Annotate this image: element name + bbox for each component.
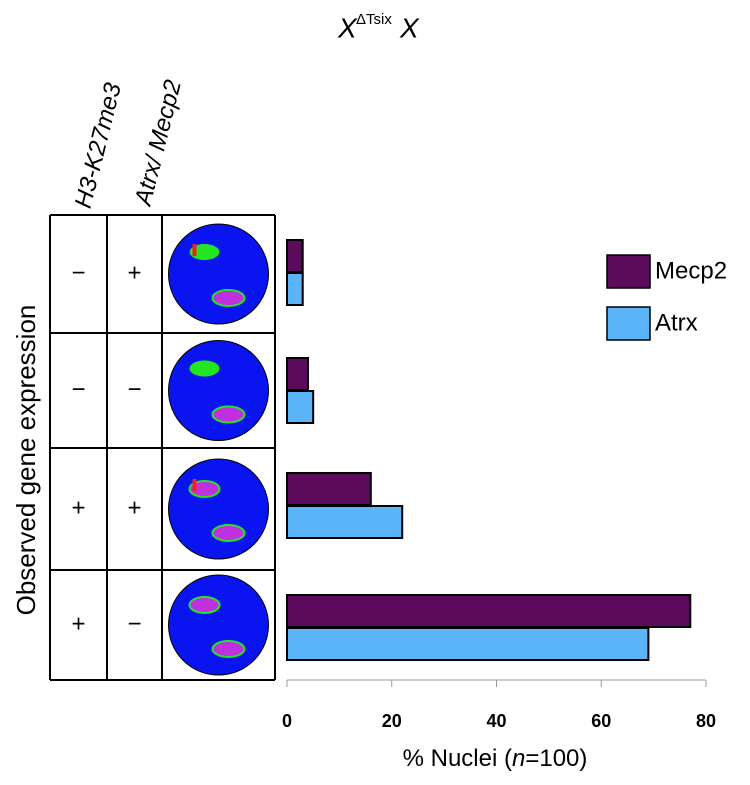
table-cell: − — [127, 610, 141, 637]
table-cell: − — [71, 259, 85, 286]
table-cell: + — [71, 494, 85, 521]
legend-label: Mecp2 — [655, 257, 727, 284]
title-superscript: ΔTsix — [356, 11, 392, 28]
nucleus — [168, 574, 269, 676]
bar — [286, 357, 309, 391]
bar — [286, 239, 304, 273]
row-label: Observed gene expression — [11, 305, 41, 616]
legend-swatch — [606, 254, 651, 289]
column-header: Atrx/ Mecp2 — [129, 77, 187, 210]
column-header: H3-K27me3 — [70, 80, 127, 211]
bar — [286, 472, 372, 506]
x-territory — [188, 480, 221, 498]
x-territory — [188, 596, 221, 614]
legend-swatch — [606, 306, 651, 341]
nucleus — [168, 340, 269, 441]
x-territory — [211, 640, 246, 658]
table-cell: + — [127, 259, 141, 286]
x-tick-label: 60 — [591, 711, 611, 731]
bar — [286, 627, 650, 661]
x-tick-label: 80 — [696, 711, 716, 731]
table-cell: + — [71, 610, 85, 637]
table-cell: + — [127, 494, 141, 521]
x-territory — [211, 405, 246, 424]
title-tail: X — [399, 12, 420, 43]
x-tick-label: 40 — [486, 711, 506, 731]
x-territory — [211, 289, 246, 307]
title-base: X — [337, 12, 358, 43]
nucleus — [168, 223, 269, 325]
x-tick-label: 0 — [282, 711, 292, 731]
x-territory — [189, 360, 220, 377]
x-territory — [211, 524, 246, 542]
x-axis-label: % Nuclei (n=100) — [403, 745, 588, 772]
nucleus — [168, 458, 269, 560]
x-tick-label: 20 — [382, 711, 402, 731]
bar — [286, 272, 304, 306]
table-cell: − — [71, 376, 85, 403]
signal — [192, 479, 197, 491]
legend-label: Atrx — [655, 309, 698, 336]
bar — [286, 505, 404, 539]
table-cell: − — [127, 376, 141, 403]
bar — [286, 390, 315, 424]
x-territory — [189, 244, 220, 260]
signal — [192, 244, 197, 256]
bar — [286, 594, 692, 628]
